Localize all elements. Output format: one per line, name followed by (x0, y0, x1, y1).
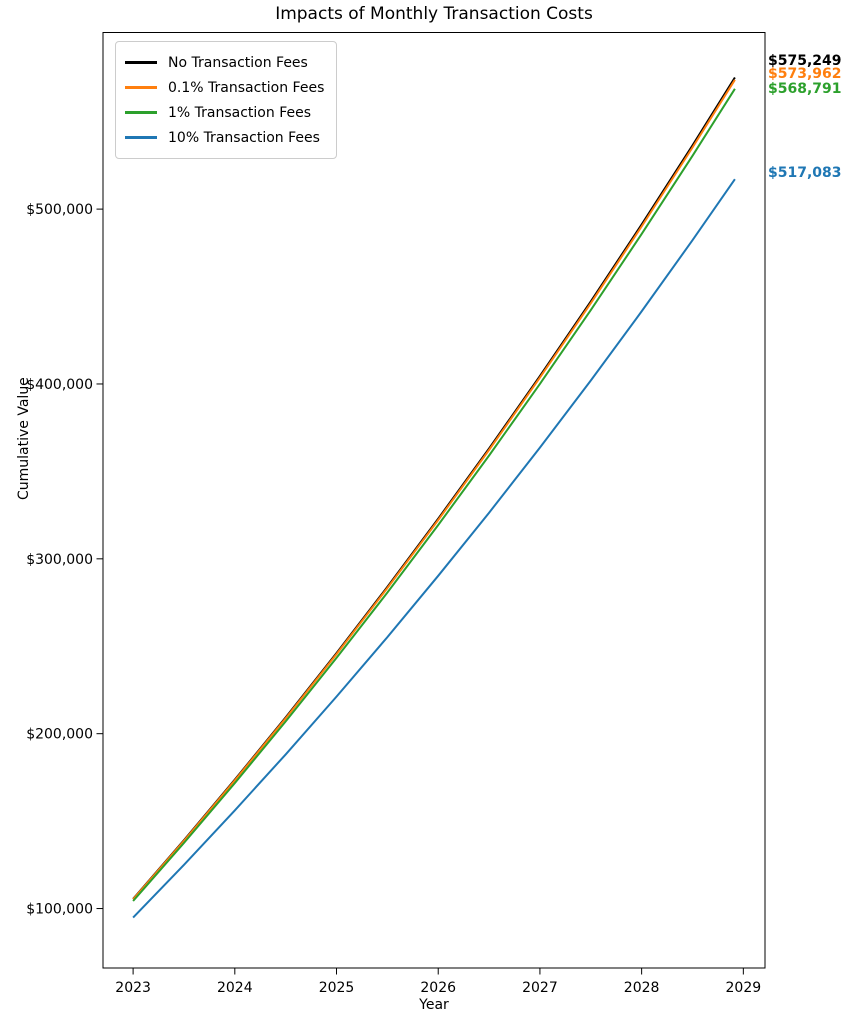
legend-label: No Transaction Fees (168, 54, 308, 71)
legend-item-0-1-transaction-fees: 0.1% Transaction Fees (125, 75, 324, 100)
series-line-0-1-transaction-fees (132, 79, 736, 900)
x-tick-label: 2025 (319, 980, 355, 996)
y-tick-label: $300,000 (26, 552, 93, 568)
y-tick-label: $500,000 (26, 202, 93, 218)
y-tick-label: $400,000 (26, 377, 93, 393)
legend-line-swatch (125, 86, 157, 89)
legend-label: 0.1% Transaction Fees (168, 79, 325, 96)
x-tick-label: 2027 (522, 980, 558, 996)
series-line-1-transaction-fees (132, 88, 736, 902)
x-axis-label: Year (419, 997, 449, 1013)
legend-item-10-transaction-fees: 10% Transaction Fees (125, 125, 324, 150)
series-line-no-transaction-fees (132, 76, 736, 900)
end-value-label-no-transaction-fees: $575,249 (768, 53, 842, 69)
legend-line-swatch (125, 136, 157, 139)
x-tick-label: 2026 (420, 980, 456, 996)
x-tick-label: 2023 (115, 980, 151, 996)
end-value-label-0-1-transaction-fees: $573,962 (768, 66, 842, 82)
legend-line-swatch (125, 61, 157, 64)
end-value-label-10-transaction-fees: $517,083 (768, 165, 842, 181)
legend-item-no-transaction-fees: No Transaction Fees (125, 50, 324, 75)
legend-line-swatch (125, 111, 157, 114)
y-tick-label: $200,000 (26, 727, 93, 743)
legend-label: 1% Transaction Fees (168, 104, 312, 121)
series-lines (132, 76, 736, 919)
x-axis-ticks: 2023 2024 2025 2026 2027 2028 2029 (115, 968, 761, 996)
x-tick-label: 2024 (217, 980, 253, 996)
y-axis-ticks: $100,000 $200,000 $300,000 $400,000 $500,000 (26, 202, 103, 918)
y-tick-label: $100,000 (26, 902, 93, 918)
axes-spines (102, 32, 766, 969)
x-tick-label: 2028 (624, 980, 660, 996)
x-tick-label: 2029 (726, 980, 762, 996)
end-value-label-1-transaction-fees: $568,791 (768, 81, 842, 97)
legend-label: 10% Transaction Fees (168, 129, 320, 146)
series-line-10-transaction-fees (132, 178, 736, 919)
legend: No Transaction Fees 0.1% Transaction Fees… (115, 41, 338, 159)
legend-item-1-transaction-fees: 1% Transaction Fees (125, 100, 324, 125)
chart-title: Impacts of Monthly Transaction Costs (275, 4, 593, 24)
